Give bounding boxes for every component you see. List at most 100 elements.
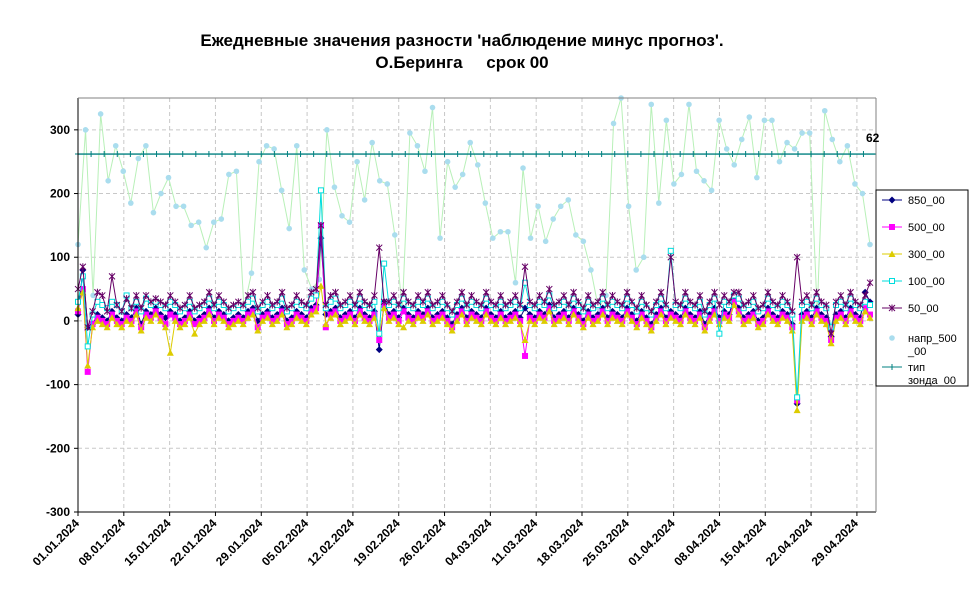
point-300_00 (482, 311, 490, 318)
point-50_00 (142, 291, 150, 299)
point-300_00 (730, 301, 738, 308)
point-300_00 (813, 311, 821, 318)
point-300_00 (380, 304, 388, 312)
point-50_00 (356, 288, 364, 296)
legend-label-тип-зонда_00: тип (908, 362, 925, 374)
point-тип-зонда_00 (847, 151, 854, 158)
point-50_00 (113, 301, 121, 309)
point-300_00 (434, 317, 442, 324)
point-50_00 (424, 288, 432, 296)
point-напр_500_00 (407, 130, 413, 136)
point-50_00 (716, 301, 723, 309)
point-300_00 (229, 320, 237, 328)
point-тип-зонда_00 (349, 151, 356, 158)
point-тип-зонда_00 (520, 151, 527, 158)
legend-marker-850_00 (888, 196, 896, 204)
point-300_00 (234, 317, 242, 324)
point-300_00 (555, 317, 563, 324)
point-100_00 (215, 298, 222, 305)
point-50_00 (181, 301, 189, 309)
point-50_00 (230, 301, 237, 309)
point-100_00 (536, 298, 543, 305)
point-напр_500_00 (203, 244, 210, 251)
point-50_00 (118, 307, 126, 315)
point-50_00 (317, 221, 325, 229)
point-50_00 (628, 298, 636, 306)
point-300_00 (472, 317, 480, 324)
point-300_00 (681, 311, 689, 318)
point-300_00 (642, 320, 650, 328)
point-напр_500_00 (512, 279, 519, 286)
point-50_00 (473, 298, 480, 306)
point-50_00 (288, 301, 296, 309)
point-напр_500_00 (738, 136, 745, 143)
point-300_00 (822, 320, 830, 328)
point-напр_500_00 (550, 216, 556, 222)
legend-label-тип-зонда_00: зонда_00 (908, 375, 956, 387)
point-300_00 (385, 317, 393, 324)
point-300_00 (540, 317, 548, 324)
point-300_00 (574, 317, 582, 324)
point-100_00 (468, 298, 475, 305)
point-300_00 (618, 320, 626, 328)
point-300_00 (356, 311, 364, 318)
point-300_00 (181, 320, 189, 328)
point-300_00 (613, 317, 621, 324)
point-300_00 (832, 317, 840, 324)
point-300_00 (113, 320, 121, 328)
point-300_00 (463, 320, 471, 328)
point-300_00 (468, 314, 476, 321)
point-50_00 (443, 301, 451, 309)
point-тип-зонда_00 (297, 151, 304, 158)
point-тип-зонда_00 (664, 151, 671, 158)
point-напр_500_00 (452, 184, 458, 190)
point-50_00 (565, 301, 573, 309)
point-300_00 (400, 323, 408, 331)
point-напр_500_00 (686, 101, 692, 108)
point-напр_500_00 (165, 174, 172, 181)
point-50_00 (157, 298, 164, 306)
point-напр_500_00 (376, 178, 383, 184)
point-300_00 (361, 317, 369, 324)
point-300_00 (215, 314, 223, 321)
point-напр_500_00 (286, 225, 293, 232)
point-50_00 (477, 301, 485, 309)
point-напр_500_00 (648, 101, 655, 108)
point-тип-зонда_00 (624, 151, 631, 158)
point-300_00 (336, 320, 344, 328)
point-напр_500_00 (97, 111, 104, 117)
point-300_00 (283, 323, 291, 331)
point-300_00 (288, 320, 296, 328)
point-50_00 (769, 298, 777, 306)
point-50_00 (667, 253, 675, 261)
point-300_00 (837, 314, 845, 321)
chart-title-line1: Ежедневные значения разности 'наблюдение… (200, 31, 723, 50)
point-100_00 (439, 298, 446, 305)
point-напр_500_00 (392, 232, 398, 238)
point-50_00 (774, 301, 782, 309)
point-300_00 (487, 317, 495, 324)
point-300_00 (268, 320, 276, 328)
y-tick-label: 300 (50, 123, 70, 137)
x-tick-label: 11.03.2024 (488, 516, 540, 568)
point-тип-зонда_00 (572, 151, 579, 158)
point-напр_500_00 (573, 232, 579, 238)
point-50_00 (269, 301, 276, 309)
point-300_00 (244, 314, 252, 321)
point-напр_500_00 (248, 270, 255, 276)
point-50_00 (609, 291, 616, 299)
point-300_00 (667, 314, 675, 321)
point-50_00 (200, 298, 208, 306)
point-300_00 (584, 314, 592, 321)
point-напр_500_00 (761, 117, 768, 124)
point-50_00 (434, 298, 441, 306)
point-напр_500_00 (324, 127, 330, 133)
point-100_00 (376, 330, 383, 337)
point-300_00 (793, 406, 801, 414)
point-напр_500_00 (678, 171, 685, 178)
point-50_00 (754, 304, 762, 312)
point-напр_500_00 (263, 142, 270, 149)
point-50_00 (725, 298, 733, 306)
point-300_00 (429, 320, 437, 328)
point-300_00 (453, 317, 461, 324)
